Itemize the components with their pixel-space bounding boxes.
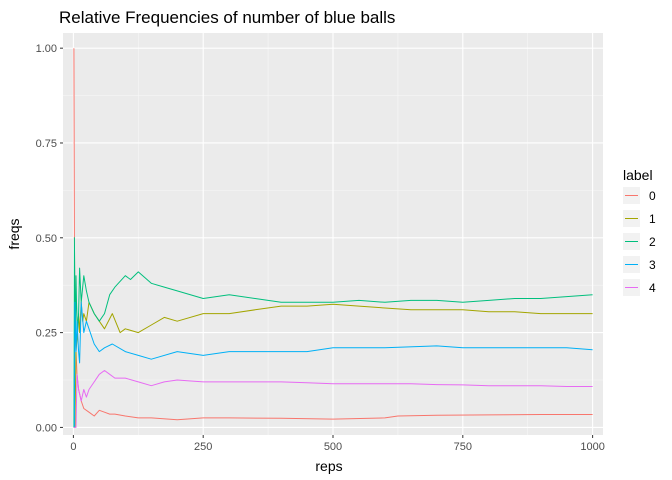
series-line-4 [73, 370, 593, 428]
legend-label-3: 3 [649, 258, 656, 272]
legend: label 0 1 2 3 4 [623, 167, 656, 296]
y-tick-label: 0.50 [36, 233, 57, 245]
series-lines [73, 48, 593, 428]
y-tick-label: 1.00 [36, 43, 57, 55]
x-tick-label: 500 [324, 441, 342, 453]
x-tick-label: 250 [194, 441, 212, 453]
series-line-3 [73, 301, 593, 428]
legend-title: label [623, 167, 653, 183]
y-tick-label: 0.00 [36, 422, 57, 434]
legend-label-0: 0 [649, 189, 656, 203]
grid-major [63, 33, 603, 435]
chart-title: Relative Frequencies of number of blue b… [59, 8, 395, 27]
series-line-0 [73, 48, 593, 421]
legend-label-2: 2 [649, 235, 656, 249]
series-line-1 [73, 301, 593, 428]
series-line-2 [73, 237, 593, 428]
x-tick-label: 1000 [580, 441, 604, 453]
y-tick-label: 0.25 [36, 328, 57, 340]
legend-label-4: 4 [649, 281, 656, 295]
y-tick-label: 0.75 [36, 138, 57, 150]
x-axis-ticks: 0 250 500 750 1000 [70, 435, 605, 453]
x-tick-label: 0 [70, 441, 76, 453]
x-tick-label: 750 [454, 441, 472, 453]
y-axis-ticks: 0.00 0.25 0.50 0.75 1.00 [36, 43, 63, 434]
x-axis-title: reps [315, 458, 342, 474]
y-axis-title: freqs [6, 218, 22, 249]
legend-label-1: 1 [649, 212, 656, 226]
